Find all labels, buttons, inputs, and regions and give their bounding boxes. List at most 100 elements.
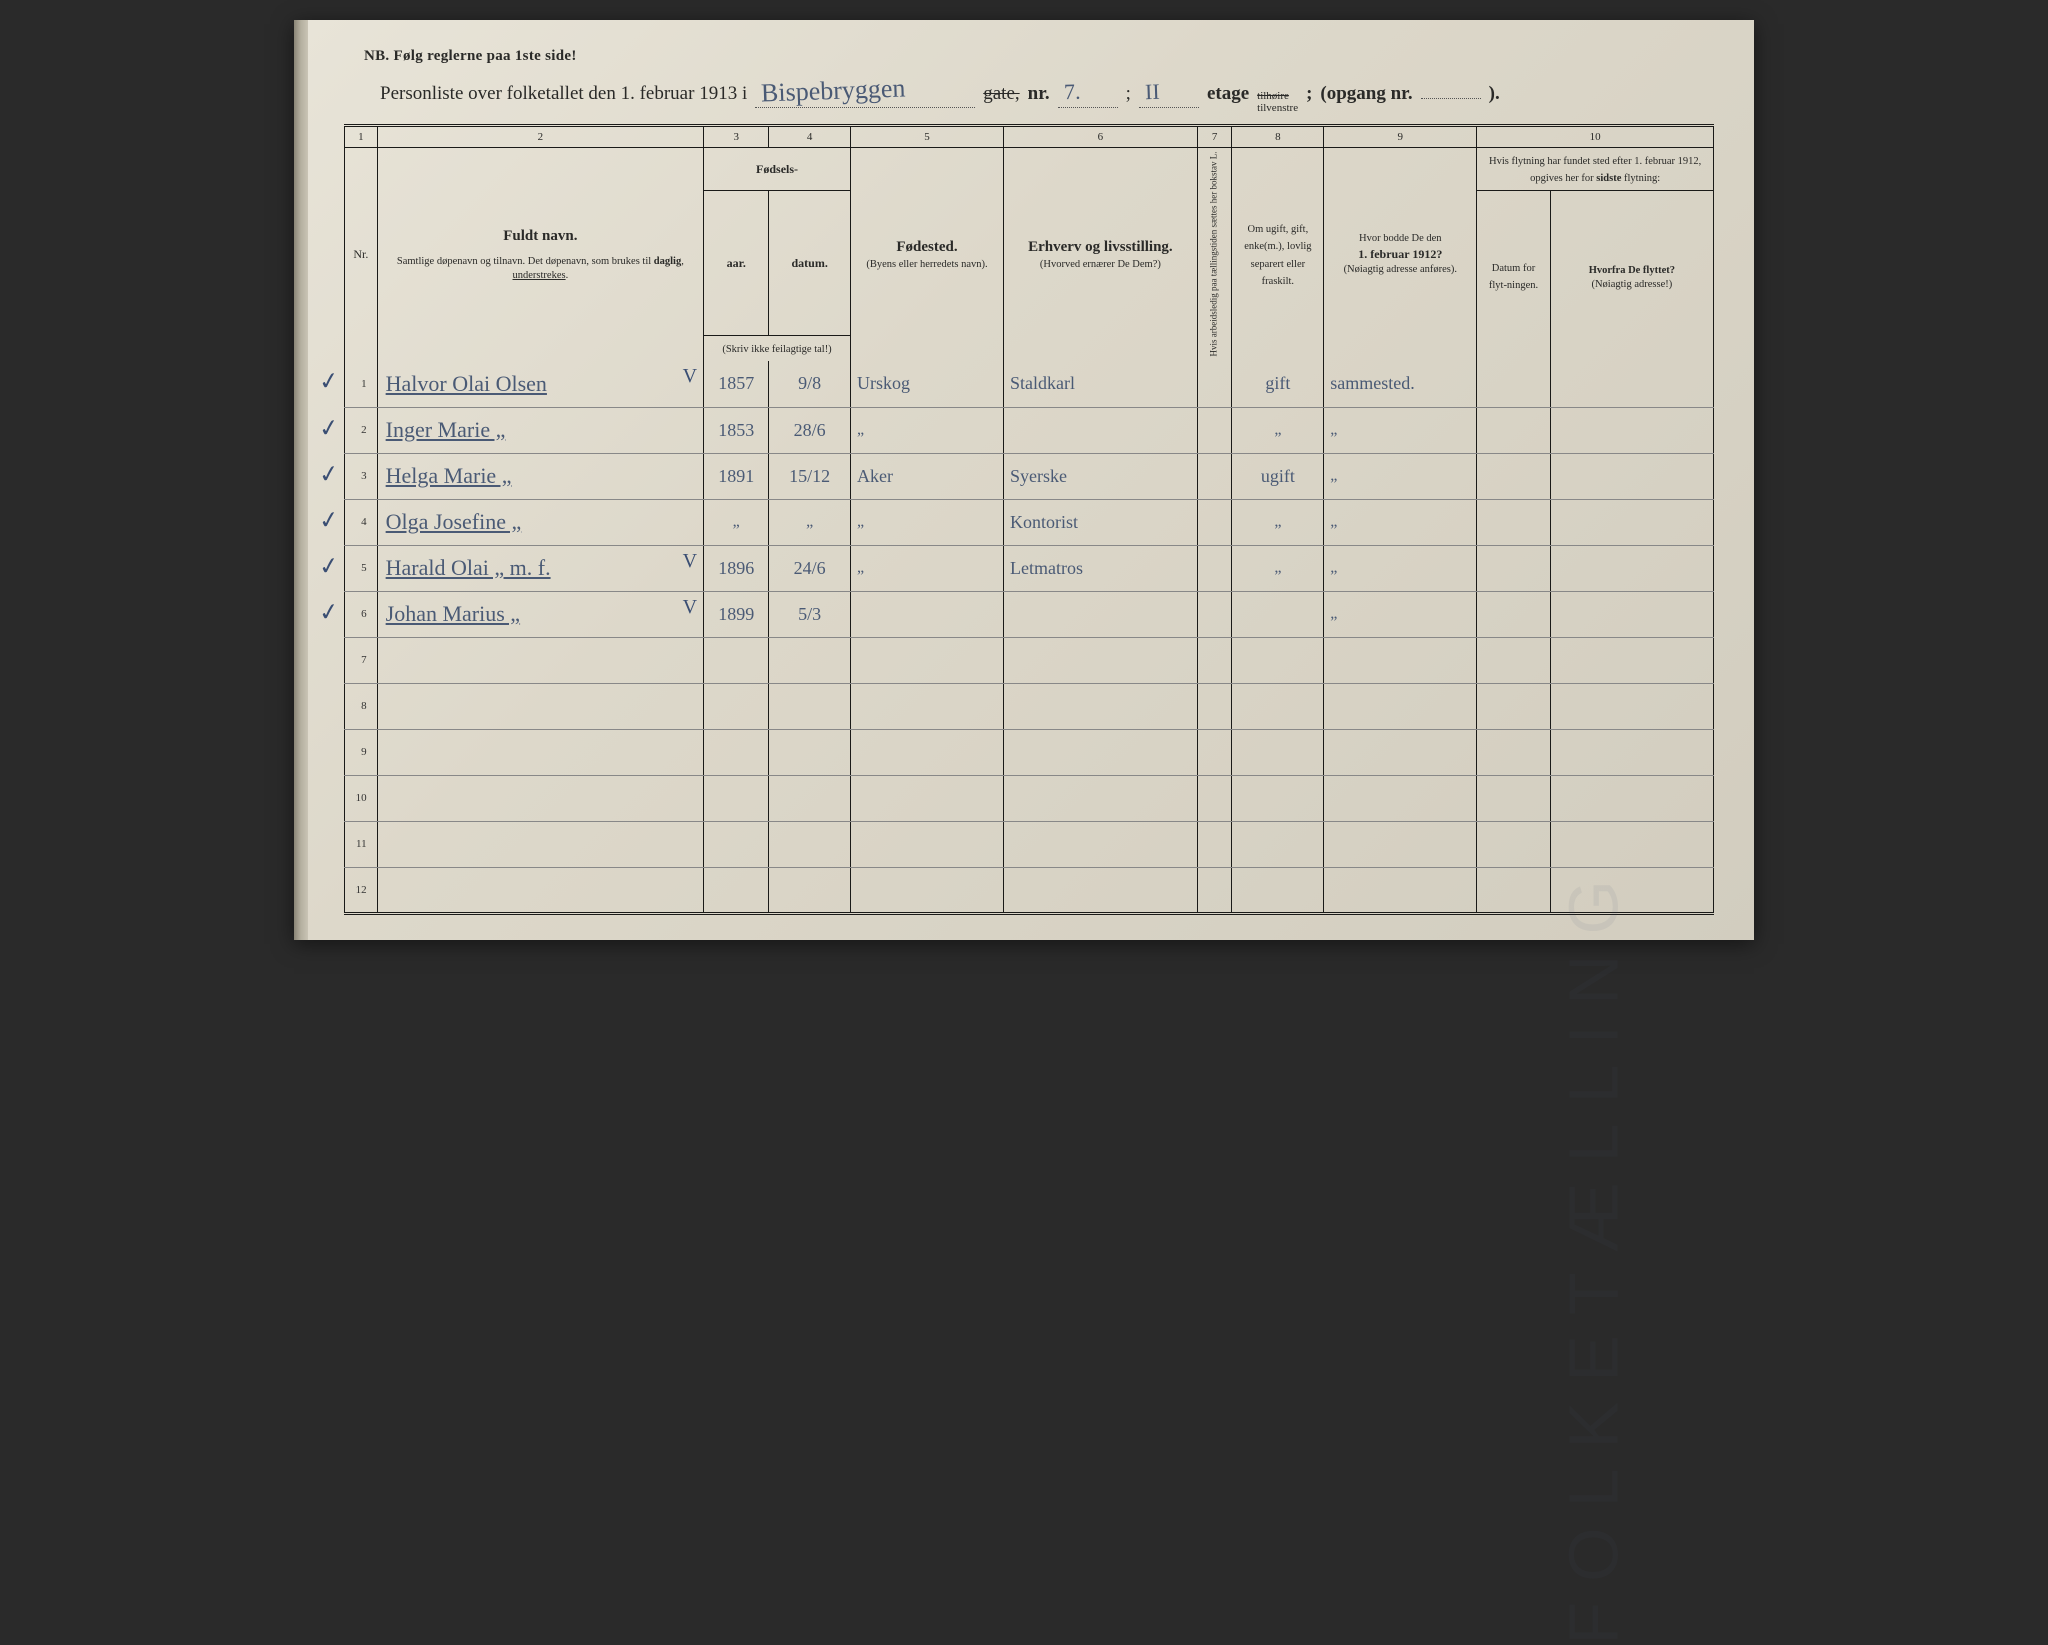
table-cell [1550,637,1713,683]
table-cell: 28/6 [769,407,851,453]
row-nr: 10 [345,775,378,821]
table-cell [1477,729,1550,775]
row-name: Johan Marius „V [377,591,703,637]
table-cell: „ [850,545,1003,591]
row-nr: 7 [345,637,378,683]
table-cell [1003,729,1197,775]
hdr-erhverv-big: Erhverv og livsstilling. [1010,237,1191,257]
hdr-fodested: Fødested. (Byens eller herredets navn). [850,148,1003,361]
table-cell: „ [1232,407,1324,453]
table-cell [1477,453,1550,499]
row-name [377,637,703,683]
table-cell [769,637,851,683]
semicolon: ; [1126,83,1131,105]
semicolon2: ; [1306,83,1312,105]
table-cell [1197,545,1232,591]
side-stack: tilhøire tilvenstre [1257,91,1298,114]
hdr-col9-b: 1. februar 1912? [1358,247,1442,261]
table-cell: 15/12 [769,453,851,499]
table-cell [1232,775,1324,821]
census-form-page: NB. Følg reglerne paa 1ste side! Personl… [294,20,1754,940]
table-cell [1197,591,1232,637]
table-row: 7 [345,637,1714,683]
table-cell [1197,453,1232,499]
table-row: 3✓Helga Marie „189115/12AkerSyerskeugift… [345,453,1714,499]
hdr-col10a: Datum for flyt-ningen. [1477,191,1550,361]
etage-hand: II [1145,83,1160,101]
table-cell [1232,867,1324,913]
table-cell: „ [704,499,769,545]
table-cell [1324,821,1477,867]
table-cell [1477,867,1550,913]
table-cell: Aker [850,453,1003,499]
table-cell [1003,407,1197,453]
check-mark: ✓ [317,412,341,444]
v-mark: V [683,365,697,388]
table-cell [1477,821,1550,867]
check-mark: ✓ [317,458,341,490]
check-mark: ✓ [317,596,341,628]
table-cell [1232,821,1324,867]
row-name: Harald Olai „ m. f.V [377,545,703,591]
side-bot: tilvenstre [1257,103,1298,115]
row-nr: 12 [345,867,378,913]
table-cell: 1857 [704,361,769,407]
table-cell [850,683,1003,729]
table-cell [1197,499,1232,545]
table-cell [850,591,1003,637]
row-name [377,775,703,821]
table-cell [769,729,851,775]
table-cell [1550,867,1713,913]
table-cell [1003,775,1197,821]
v-mark: V [683,596,697,619]
table-cell [1003,591,1197,637]
hdr-col9-c: (Nøiagtig adresse anføres). [1330,263,1470,277]
table-cell [1477,407,1550,453]
table-cell [1324,729,1477,775]
row-name [377,729,703,775]
hdr-name-sub: Samtlige døpenavn og tilnavn. Det døpena… [384,255,697,283]
table-cell [1232,683,1324,729]
row-name [377,683,703,729]
table-cell: Urskog [850,361,1003,407]
table-cell [1477,591,1550,637]
table-cell: Kontorist [1003,499,1197,545]
row-name [377,821,703,867]
table-cell [1197,867,1232,913]
hdr-col10-top: Hvis flytning har fundet sted efter 1. f… [1477,148,1714,191]
street-field: Bispebryggen [755,81,975,108]
table-cell [769,683,851,729]
hdr-fodested-big: Fødested. [857,237,997,257]
data-body: 1✓Halvor Olai OlsenV18579/8UrskogStaldka… [345,361,1714,913]
row-name: Olga Josefine „ [377,499,703,545]
table-row: 2✓Inger Marie „185328/6„„„ [345,407,1714,453]
row-nr: 6✓ [345,591,378,637]
colno-4: 4 [769,126,851,148]
table-cell [1550,407,1713,453]
table-cell [1197,407,1232,453]
table-cell [1550,729,1713,775]
table-cell [1477,637,1550,683]
table-cell [1003,637,1197,683]
row-name: Helga Marie „ [377,453,703,499]
table-cell: Staldkarl [1003,361,1197,407]
etage-label: etage [1207,83,1249,105]
row-nr: 11 [345,821,378,867]
nr-field: 7. [1058,83,1118,108]
table-cell: ugift [1232,453,1324,499]
table-cell: 9/8 [769,361,851,407]
table-cell [1003,683,1197,729]
hdr-col10b: Hvorfra De flyttet? (Nøiagtig adresse!) [1550,191,1713,361]
hdr-erhverv: Erhverv og livsstilling. (Hvorved ernære… [1003,148,1197,361]
table-row: 4✓Olga Josefine „„„„Kontorist„„ [345,499,1714,545]
table-cell [1324,775,1477,821]
hdr-aar-sub: (Skriv ikke feilagtige tal!) [704,335,851,361]
hdr-name: Fuldt navn. Samtlige døpenavn og tilnavn… [377,148,703,361]
table-cell [769,867,851,913]
hdr-fodested-sub: (Byens eller herredets navn). [857,258,997,272]
table-cell [1477,775,1550,821]
table-cell: 5/3 [769,591,851,637]
etage-field: II [1139,83,1199,108]
row-nr: 3✓ [345,453,378,499]
table-cell [850,729,1003,775]
